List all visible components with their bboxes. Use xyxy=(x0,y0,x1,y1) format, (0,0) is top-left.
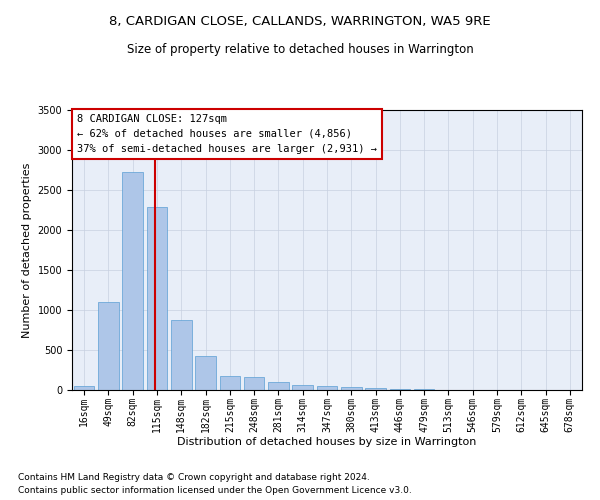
Bar xyxy=(365,388,386,390)
Bar xyxy=(98,302,119,390)
Text: 8, CARDIGAN CLOSE, CALLANDS, WARRINGTON, WA5 9RE: 8, CARDIGAN CLOSE, CALLANDS, WARRINGTON,… xyxy=(109,15,491,28)
Bar xyxy=(341,387,362,390)
Bar xyxy=(195,356,216,390)
Text: Size of property relative to detached houses in Warrington: Size of property relative to detached ho… xyxy=(127,42,473,56)
Bar xyxy=(122,172,143,390)
Text: Contains public sector information licensed under the Open Government Licence v3: Contains public sector information licen… xyxy=(18,486,412,495)
Bar xyxy=(268,382,289,390)
Y-axis label: Number of detached properties: Number of detached properties xyxy=(22,162,32,338)
Bar xyxy=(244,377,265,390)
Bar xyxy=(317,386,337,390)
Text: 8 CARDIGAN CLOSE: 127sqm
← 62% of detached houses are smaller (4,856)
37% of sem: 8 CARDIGAN CLOSE: 127sqm ← 62% of detach… xyxy=(77,114,377,154)
Bar xyxy=(389,389,410,390)
Text: Contains HM Land Registry data © Crown copyright and database right 2024.: Contains HM Land Registry data © Crown c… xyxy=(18,474,370,482)
Bar xyxy=(220,376,240,390)
Bar xyxy=(292,385,313,390)
X-axis label: Distribution of detached houses by size in Warrington: Distribution of detached houses by size … xyxy=(178,437,476,447)
Bar xyxy=(414,389,434,390)
Bar xyxy=(146,207,167,390)
Bar xyxy=(74,386,94,390)
Bar xyxy=(171,320,191,390)
